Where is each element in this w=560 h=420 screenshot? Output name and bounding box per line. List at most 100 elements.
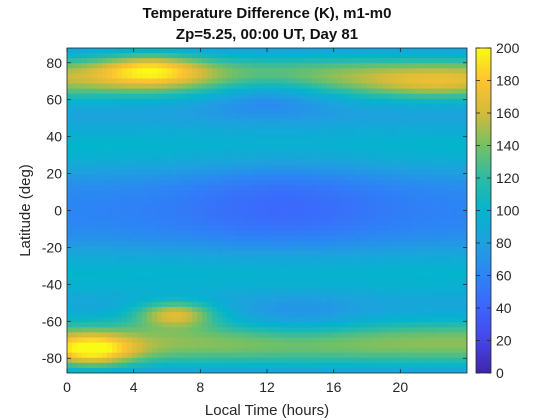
heatmap-cell xyxy=(247,342,253,349)
heatmap-cell xyxy=(312,357,318,364)
heatmap-cell xyxy=(382,240,388,247)
heatmap-cell xyxy=(107,144,113,151)
heatmap-cell xyxy=(112,306,118,313)
heatmap-cell xyxy=(87,134,93,141)
heatmap-cell xyxy=(112,68,118,74)
heatmap-cell xyxy=(357,342,363,349)
heatmap-cell xyxy=(77,164,83,171)
heatmap-cell xyxy=(442,139,448,146)
heatmap-cell xyxy=(357,240,363,247)
heatmap-cell xyxy=(357,246,363,252)
heatmap-cell xyxy=(372,306,378,313)
heatmap-cell xyxy=(257,286,263,293)
heatmap-cell xyxy=(292,195,298,201)
heatmap-cell xyxy=(452,98,458,105)
heatmap-cell xyxy=(92,185,98,191)
heatmap-cell xyxy=(292,215,298,222)
heatmap-cell xyxy=(167,246,173,252)
heatmap-cell xyxy=(67,347,73,354)
heatmap-cell xyxy=(442,256,448,262)
heatmap-cell xyxy=(107,347,113,354)
heatmap-cell xyxy=(267,312,273,318)
heatmap-cell xyxy=(192,271,198,278)
heatmap-cell xyxy=(367,200,373,207)
heatmap-cell xyxy=(67,296,73,303)
heatmap-cell xyxy=(167,139,173,146)
heatmap-cell xyxy=(162,261,168,267)
heatmap-cell xyxy=(322,357,328,364)
heatmap-cell xyxy=(447,261,453,267)
heatmap-cell xyxy=(122,73,128,80)
heatmap-cell xyxy=(87,312,93,318)
heatmap-cell xyxy=(462,174,467,181)
heatmap-cell xyxy=(372,159,378,166)
heatmap-cell xyxy=(282,251,288,257)
heatmap-cell xyxy=(392,103,398,110)
heatmap-cell xyxy=(287,78,293,85)
heatmap-cell xyxy=(67,205,73,212)
heatmap-cell xyxy=(292,159,298,166)
heatmap-cell xyxy=(117,281,123,288)
heatmap-cell xyxy=(292,200,298,207)
heatmap-cell xyxy=(202,251,208,257)
heatmap-cell xyxy=(312,240,318,247)
heatmap-cell xyxy=(352,174,358,181)
heatmap-cell xyxy=(157,83,163,90)
heatmap-cell xyxy=(92,251,98,257)
heatmap-cell xyxy=(212,169,218,176)
heatmap-cell xyxy=(222,246,228,252)
heatmap-cell xyxy=(207,53,213,59)
heatmap-cell xyxy=(127,281,133,288)
heatmap-cell xyxy=(267,149,273,156)
heatmap-cell xyxy=(142,134,148,141)
heatmap-cell xyxy=(402,154,408,161)
heatmap-cell xyxy=(307,322,313,328)
heatmap-cell xyxy=(277,68,283,74)
heatmap-cell xyxy=(442,88,448,95)
heatmap-cell xyxy=(262,261,268,267)
heatmap-cell xyxy=(237,149,243,156)
heatmap-cell xyxy=(302,139,308,146)
heatmap-cell xyxy=(207,286,213,293)
heatmap-cell xyxy=(192,185,198,191)
heatmap-cell xyxy=(342,190,348,196)
heatmap-cell xyxy=(262,129,268,135)
heatmap-cell xyxy=(212,98,218,105)
heatmap-cell xyxy=(217,149,223,156)
heatmap-cell xyxy=(247,88,253,95)
heatmap-cell xyxy=(217,93,223,100)
heatmap-cell xyxy=(72,225,78,232)
heatmap-cell xyxy=(247,286,253,293)
heatmap-cell xyxy=(102,129,108,135)
heatmap-cell xyxy=(247,225,253,232)
heatmap-cell xyxy=(242,246,248,252)
heatmap-cell xyxy=(402,306,408,313)
heatmap-cell xyxy=(177,347,183,354)
heatmap-cell xyxy=(392,291,398,298)
heatmap-cell xyxy=(327,154,333,161)
heatmap-cell xyxy=(152,246,158,252)
heatmap-cell xyxy=(227,327,233,333)
heatmap-cell xyxy=(112,357,118,364)
heatmap-cell xyxy=(152,119,158,125)
heatmap-cell xyxy=(122,286,128,293)
heatmap-cell xyxy=(112,144,118,151)
heatmap-cell xyxy=(357,271,363,278)
heatmap-cell xyxy=(377,312,383,318)
heatmap-cell xyxy=(197,164,203,171)
heatmap-cell xyxy=(337,230,343,237)
heatmap-cell xyxy=(167,210,173,217)
heatmap-cell xyxy=(287,48,293,54)
heatmap-cell xyxy=(287,281,293,288)
heatmap-cell xyxy=(187,357,193,364)
heatmap-cell xyxy=(432,154,438,161)
heatmap-cell xyxy=(82,312,88,318)
heatmap-cell xyxy=(187,159,193,166)
heatmap-cell xyxy=(372,68,378,74)
heatmap-cell xyxy=(202,281,208,288)
heatmap-cell xyxy=(102,251,108,257)
heatmap-cell xyxy=(292,251,298,257)
heatmap-cell xyxy=(222,291,228,298)
heatmap-cell xyxy=(347,205,353,212)
heatmap-cell xyxy=(417,48,423,54)
